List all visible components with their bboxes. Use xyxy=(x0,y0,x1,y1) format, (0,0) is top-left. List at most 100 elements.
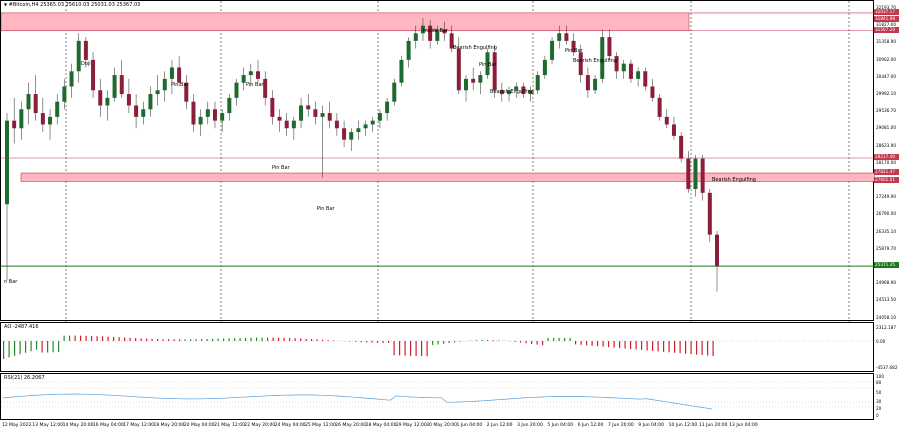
ao-bar xyxy=(113,336,115,341)
candle-body xyxy=(420,25,425,34)
time-tick-label: 18 May 20:00 xyxy=(153,423,185,428)
time-tick-label: 25 May 12:00 xyxy=(305,423,336,428)
ao-bar xyxy=(256,337,258,341)
candle-body xyxy=(471,78,476,83)
candle-body xyxy=(162,78,167,91)
ao-bar xyxy=(25,341,27,353)
ao-bar xyxy=(531,341,533,344)
ao-bar xyxy=(305,338,307,341)
price-level-tag: 27601.01 xyxy=(874,177,899,184)
candle-body xyxy=(291,120,296,129)
ao-bar xyxy=(619,341,621,349)
candle-body xyxy=(342,128,347,140)
ao-bar xyxy=(371,341,373,343)
annotation-pin-bar: Pin Bar xyxy=(317,206,335,212)
time-tick-label: 2 Jun 12:00 xyxy=(486,423,513,428)
ao-bar xyxy=(476,340,478,341)
time-tick-label: 6 Jun 12:00 xyxy=(577,423,604,428)
candle-body xyxy=(55,101,60,117)
candle-body xyxy=(614,56,619,72)
time-tick-label: 30 May 20:00 xyxy=(426,423,458,428)
candle-body xyxy=(377,113,382,121)
candle-body xyxy=(119,75,124,95)
annotation-pin-bar: Pin Bar xyxy=(565,48,583,54)
price-level-tag: 25371.35 xyxy=(874,262,899,269)
ao-bar xyxy=(206,338,208,341)
time-tick-label: 5 Jun 04:00 xyxy=(547,423,574,428)
symbol-label: #Bitcoin,H4 xyxy=(8,2,39,8)
time-tick-label: 3 Jun 20:00 xyxy=(517,423,543,428)
price-level-tag: 31567.20 xyxy=(874,26,899,33)
candle-body xyxy=(392,82,397,102)
candle-body xyxy=(399,59,404,83)
ao-bar xyxy=(151,338,153,341)
ao-bar xyxy=(14,341,16,356)
ao-bar xyxy=(212,338,214,341)
rsi-tick-label: 50 xyxy=(876,390,882,395)
candle-body xyxy=(643,71,648,87)
price-tick-label: 31827.00 xyxy=(876,22,896,28)
candle-body xyxy=(105,97,110,106)
rsi-tick-label: 100 xyxy=(876,374,884,379)
ao-bar xyxy=(283,337,285,341)
ao-bar xyxy=(657,341,659,352)
ao-bar xyxy=(272,337,274,341)
awesome-oscillator-pane[interactable]: AO -2487.416 xyxy=(0,322,875,372)
rsi-line-chart xyxy=(1,381,875,410)
candle-body xyxy=(449,33,454,49)
ao-bar xyxy=(63,335,65,341)
rsi-pane[interactable]: RSI(21) 26.2067 xyxy=(0,373,875,420)
price-axis[interactable]: 32193.70 31827.00 31358.90 30902.00 30447.00… xyxy=(874,0,900,321)
price-tick-label: 28170.00 xyxy=(876,159,896,165)
ao-bar xyxy=(646,341,648,351)
candle-body xyxy=(177,67,182,83)
ao-bar xyxy=(278,337,280,341)
ao-bar xyxy=(366,341,368,343)
ao-bar xyxy=(294,338,296,341)
ao-bar xyxy=(498,340,500,341)
time-tick-label: 24 May 04:00 xyxy=(274,423,306,428)
ao-bar xyxy=(410,341,412,356)
candle-body xyxy=(363,124,368,129)
time-tick-label: 12 May 2022 xyxy=(2,423,32,428)
ao-bar xyxy=(701,341,703,356)
candle-body xyxy=(270,97,275,117)
candle-body xyxy=(456,48,461,91)
time-tick-label: 9 Jun 04:00 xyxy=(638,423,665,428)
ao-bar xyxy=(69,335,71,341)
rsi-tick-label: 80 xyxy=(876,380,882,385)
ao-bar xyxy=(547,338,549,341)
ao-bar xyxy=(19,341,21,355)
candle-body xyxy=(205,109,210,117)
candle-body xyxy=(557,33,562,41)
ao-tick-label: -4537.682 xyxy=(876,365,898,370)
candle-body xyxy=(40,113,45,125)
candle-body xyxy=(514,86,519,91)
candle-body xyxy=(62,86,67,102)
ao-bar xyxy=(696,341,698,355)
candle-body xyxy=(263,78,268,98)
time-tick-label: 13 May 12:00 xyxy=(32,423,64,428)
triangle-down-icon[interactable]: ▼ xyxy=(4,2,8,7)
price-tick-label: 28623.90 xyxy=(876,142,896,148)
ao-bar xyxy=(679,341,681,354)
candle-body xyxy=(356,128,361,133)
ao-bar xyxy=(602,341,604,347)
rsi-tick-label: 20 xyxy=(876,406,882,411)
ao-bar xyxy=(168,339,170,341)
time-axis[interactable]: 12 May 2022 13 May 12:00 14 May 20:00 16 Ma… xyxy=(0,421,874,433)
price-tick-label: 32193.70 xyxy=(876,5,896,10)
ao-bar xyxy=(239,337,241,341)
price-tick-label: 31358.90 xyxy=(876,39,896,45)
time-tick-label: 11 Jun 20:00 xyxy=(698,423,728,428)
candle-body xyxy=(700,158,705,193)
candle-body xyxy=(435,29,440,41)
price-tick-label: 24968.90 xyxy=(876,280,896,286)
candle-body xyxy=(679,135,684,159)
support-label: n Bar xyxy=(4,279,18,285)
ao-bar xyxy=(591,341,593,346)
ao-bar xyxy=(569,338,571,341)
ao-bar xyxy=(91,335,93,341)
candle-body xyxy=(227,97,232,114)
price-chart-pane[interactable]: ▼ #Bitcoin,H4 25365.03 25610.03 25031.03… xyxy=(0,0,875,322)
